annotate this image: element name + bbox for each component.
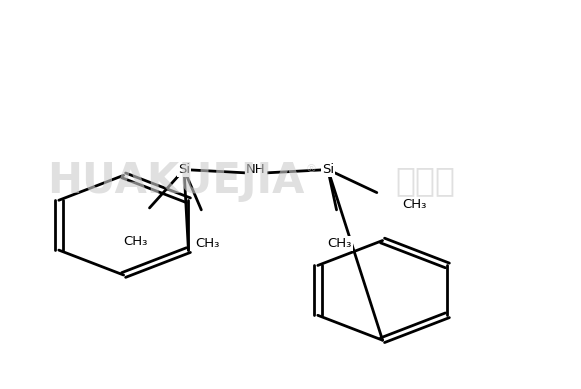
Text: Si: Si (322, 163, 334, 176)
Text: CH₃: CH₃ (327, 237, 352, 250)
Text: CH₃: CH₃ (403, 198, 427, 210)
Text: CH₃: CH₃ (123, 235, 148, 248)
Text: CH₃: CH₃ (195, 237, 219, 250)
Text: HUAKUEJIA: HUAKUEJIA (46, 160, 304, 202)
Text: ®: ® (305, 165, 316, 175)
Text: 化学加: 化学加 (396, 165, 456, 198)
Text: NH: NH (246, 163, 266, 176)
Text: Si: Si (178, 163, 190, 176)
